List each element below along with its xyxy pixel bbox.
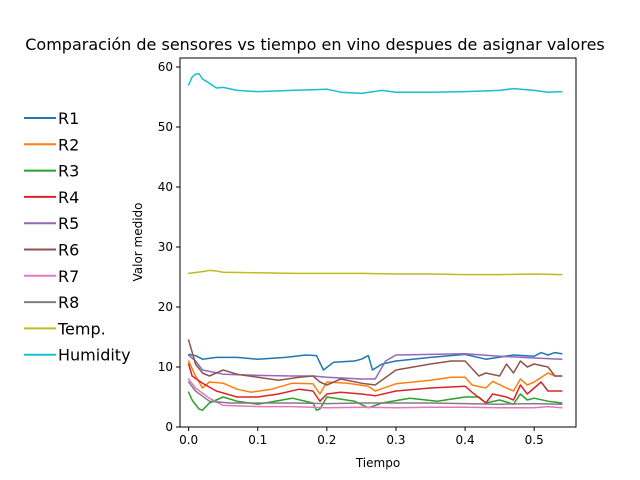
y-tick-label: 60 xyxy=(158,60,173,74)
x-axis: 0.0 0.1 0.2 0.3 0.4 0.5 xyxy=(179,427,544,447)
plot-frame xyxy=(179,57,577,428)
series-layer xyxy=(187,72,563,411)
series-line-5 xyxy=(187,353,563,380)
legend: R1 R2 R3 R4 R5 R6 R7 R8 Temp. Humidity xyxy=(24,109,131,365)
series-line-3 xyxy=(187,391,563,411)
legend-label: R2 xyxy=(58,135,79,154)
legend-label: R3 xyxy=(58,162,79,181)
legend-label: R7 xyxy=(58,267,79,286)
series-line-2 xyxy=(187,360,563,395)
y-tick-label: 40 xyxy=(158,180,173,194)
legend-label: Temp. xyxy=(57,319,106,338)
series-line-6 xyxy=(187,339,563,386)
y-tick-label: 30 xyxy=(158,240,173,254)
legend-label: Humidity xyxy=(58,346,131,365)
y-tick-label: 10 xyxy=(158,360,173,374)
x-tick-label: 0.2 xyxy=(317,433,336,447)
legend-label: R5 xyxy=(58,214,79,233)
x-tick-label: 0.0 xyxy=(179,433,198,447)
series-line-1 xyxy=(187,351,563,371)
legend-label: R6 xyxy=(58,241,79,260)
y-axis: 0 10 20 30 40 50 60 xyxy=(158,60,180,434)
x-tick-label: 0.5 xyxy=(525,433,544,447)
series-line-10 xyxy=(187,72,563,95)
chart-title: Comparación de sensores vs tiempo en vin… xyxy=(25,35,605,54)
y-axis-title: Valor medido xyxy=(131,202,145,281)
y-tick-label: 20 xyxy=(158,300,173,314)
series-line-4 xyxy=(187,363,563,404)
legend-label: R8 xyxy=(58,293,79,312)
x-tick-label: 0.3 xyxy=(386,433,405,447)
y-tick-label: 50 xyxy=(158,120,173,134)
x-axis-title: Tiempo xyxy=(355,456,400,470)
x-tick-label: 0.4 xyxy=(456,433,475,447)
x-tick-label: 0.1 xyxy=(248,433,267,447)
series-line-8 xyxy=(187,381,563,405)
y-tick-label: 0 xyxy=(165,420,173,434)
legend-label: R1 xyxy=(58,109,79,128)
series-line-9 xyxy=(187,269,563,276)
legend-label: R4 xyxy=(58,188,79,207)
series-line-7 xyxy=(187,378,563,409)
